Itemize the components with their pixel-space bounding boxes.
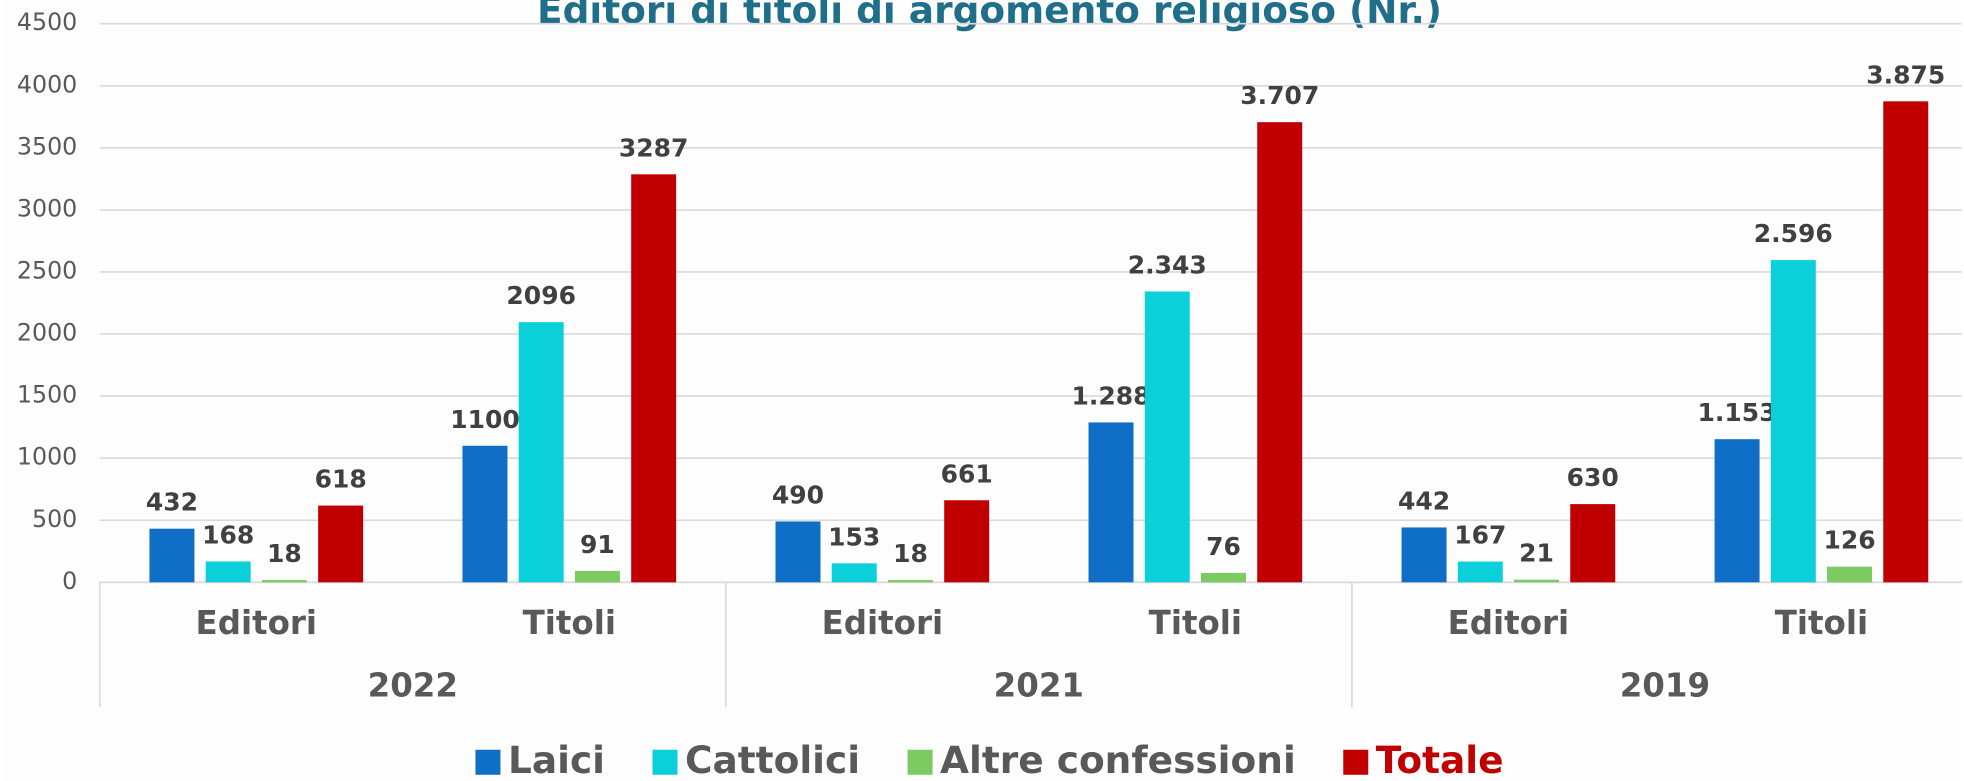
legend-label: Altre confessioni	[940, 738, 1296, 781]
x-tick-label: Editori	[196, 604, 318, 642]
y-tick-label: 2500	[17, 256, 77, 284]
group-label: 2021	[994, 666, 1084, 704]
x-tick-label: Titoli	[1775, 604, 1868, 642]
value-label: 442	[1398, 486, 1450, 515]
bar	[1827, 566, 1873, 583]
y-tick-label: 1000	[17, 443, 77, 471]
y-tick-label: 0	[62, 567, 77, 595]
value-label: 490	[772, 480, 824, 509]
bar	[631, 174, 677, 583]
bar	[1514, 579, 1560, 583]
bar	[887, 580, 933, 583]
value-label: 2.343	[1128, 250, 1207, 279]
value-label: 168	[202, 520, 254, 549]
value-label: 3.707	[1240, 81, 1319, 110]
value-label: 1100	[450, 405, 520, 434]
value-label: 2096	[506, 281, 576, 310]
y-tick-label: 4500	[17, 8, 77, 36]
value-label: 3.875	[1866, 60, 1945, 89]
value-label: 2.596	[1754, 219, 1833, 248]
legend-label: Cattolici	[685, 738, 860, 781]
bar	[1200, 572, 1246, 583]
x-tick-label: Editori	[822, 604, 944, 642]
value-label: 618	[315, 465, 367, 494]
legend-label: Totale	[1376, 738, 1504, 781]
x-tick-label: Titoli	[523, 604, 616, 642]
bar	[1714, 439, 1760, 583]
bar	[775, 521, 821, 583]
value-label: 126	[1823, 526, 1875, 555]
x-tick-label: Titoli	[1149, 604, 1242, 642]
bar	[261, 580, 307, 583]
x-tick-label: Editori	[1448, 604, 1570, 642]
value-label: 18	[267, 539, 302, 568]
value-label: 661	[941, 459, 993, 488]
y-tick-label: 3000	[17, 194, 77, 222]
y-tick-label: 2000	[17, 319, 77, 347]
bar	[944, 500, 990, 583]
group-label: 2022	[368, 666, 458, 704]
legend-swatch	[1343, 749, 1369, 775]
bar	[205, 561, 251, 583]
bar	[1770, 260, 1816, 583]
bar	[1883, 101, 1929, 583]
value-label: 167	[1454, 521, 1506, 550]
bar	[1570, 504, 1616, 583]
bar	[518, 322, 564, 583]
value-label: 1.153	[1698, 398, 1777, 427]
bar	[831, 563, 877, 583]
bar	[574, 571, 620, 583]
y-tick-label: 3500	[17, 132, 77, 160]
bar	[149, 528, 195, 583]
bar	[318, 505, 364, 583]
bar	[1257, 122, 1303, 583]
chart-title: Editori di titoli di argomento religioso…	[537, 0, 1442, 32]
bar	[1457, 561, 1503, 583]
bar	[1088, 422, 1134, 583]
legend-swatch	[652, 749, 678, 775]
y-tick-label: 4000	[17, 70, 77, 98]
value-label: 18	[893, 539, 928, 568]
group-label: 2019	[1620, 666, 1710, 704]
y-tick-label: 500	[32, 505, 77, 533]
bar	[1144, 291, 1190, 583]
legend-swatch	[907, 749, 933, 775]
bar	[462, 445, 508, 583]
value-label: 76	[1206, 532, 1241, 561]
value-label: 3287	[619, 133, 689, 162]
value-label: 91	[580, 530, 615, 559]
legend-swatch	[475, 749, 501, 775]
value-label: 630	[1567, 463, 1619, 492]
value-label: 1.288	[1072, 381, 1151, 410]
y-tick-label: 1500	[17, 381, 77, 409]
value-label: 153	[828, 522, 880, 551]
bar	[1401, 527, 1447, 583]
value-label: 432	[146, 488, 198, 517]
legend-label: Laici	[508, 738, 605, 781]
value-label: 21	[1519, 539, 1554, 568]
